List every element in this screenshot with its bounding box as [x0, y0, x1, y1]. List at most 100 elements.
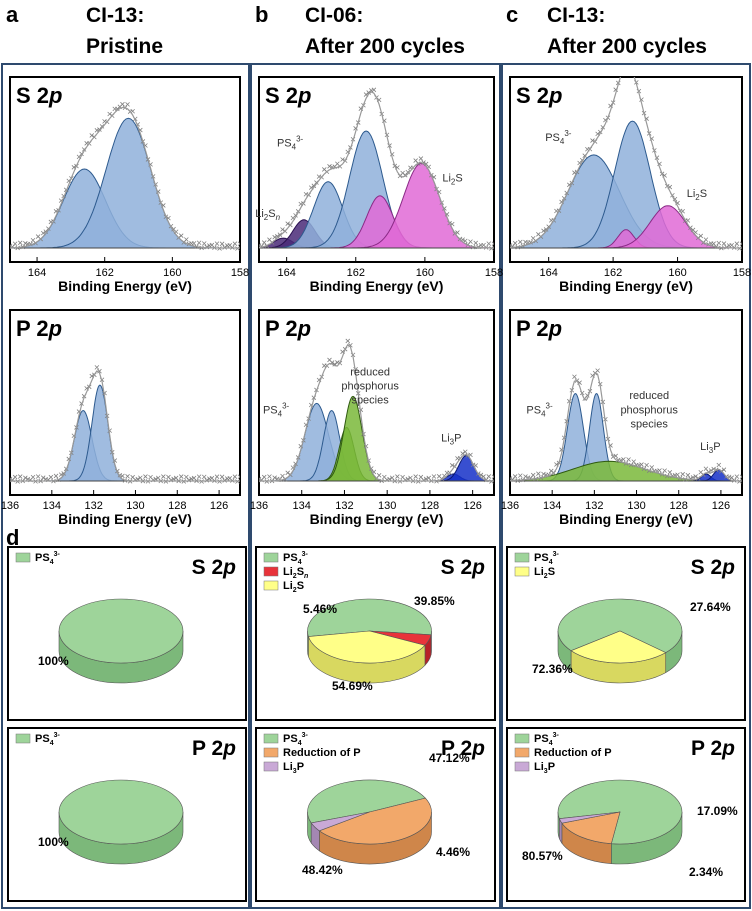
peak-annotation: PS43-	[263, 401, 290, 418]
column-b-title-line2: After 200 cycles	[305, 35, 465, 58]
x-tick-label: 128	[670, 500, 688, 512]
pie-percent-label: 47.12%	[429, 751, 470, 765]
legend-swatch	[514, 733, 530, 744]
legend-label: PS43-	[283, 732, 308, 747]
pie-slice-green	[557, 598, 683, 653]
pie-slice-green	[307, 598, 432, 637]
plot-frame	[9, 309, 241, 496]
x-tick-label: 130	[378, 500, 396, 512]
legend-label: PS43-	[283, 551, 308, 566]
x-tick-label: 132	[585, 500, 603, 512]
legend-label: PS43-	[534, 551, 559, 566]
legend-label: PS43-	[35, 551, 60, 566]
peak-annotation: phosphorus	[620, 404, 678, 416]
x-tick-label: 136	[250, 500, 268, 512]
plot-title: P 2p	[265, 316, 311, 341]
pie-slice-yellow	[570, 630, 667, 664]
column-a-title-line2: Pristine	[86, 35, 163, 58]
legend-label: PS43-	[534, 732, 559, 747]
x-tick-label: 126	[210, 500, 228, 512]
legend-swatch	[263, 580, 279, 591]
pie-title: P 2p	[441, 737, 485, 760]
x-tick-label: 132	[84, 500, 102, 512]
pie-a-pie-p: P 2p PS43- 100%	[7, 727, 247, 902]
legend-swatch	[263, 566, 279, 577]
x-tick-label: 162	[347, 267, 365, 279]
peak-annotation: reduced	[629, 390, 669, 402]
x-axis-label: Binding Energy (eV)	[310, 511, 444, 527]
plot-title: S 2p	[516, 83, 562, 108]
x-tick-label: 160	[163, 267, 181, 279]
pie-title: P 2p	[192, 737, 236, 760]
column-c-title-line1: CI-13:	[547, 4, 605, 27]
plot-area	[10, 365, 240, 484]
pie-percent-label: 17.09%	[697, 804, 738, 818]
x-tick-label: 160	[668, 267, 686, 279]
x-tick-label: 162	[604, 267, 622, 279]
legend-label: Li2S	[534, 566, 555, 580]
pie-title: S 2p	[192, 556, 237, 579]
plot-title: S 2p	[265, 83, 311, 108]
x-tick-label: 160	[416, 267, 434, 279]
legend-swatch	[15, 733, 31, 744]
column-c-title-line2: After 200 cycles	[547, 35, 707, 58]
fit-envelope	[10, 370, 240, 482]
x-tick-label: 162	[96, 267, 114, 279]
spectrum-c-s2p: S 2p 164 162 160 158 Binding Energy (eV) PS43-…	[509, 76, 751, 294]
plot-title: P 2p	[16, 316, 62, 341]
plot-title: P 2p	[516, 316, 562, 341]
legend-swatch	[514, 761, 530, 772]
spectrum-b-s2p: S 2p 164 162 160 158 Binding Energy (eV) PS43-…	[255, 76, 503, 294]
x-axis-label: Binding Energy (eV)	[559, 278, 693, 294]
plot-area	[10, 101, 240, 251]
peak-annotation: species	[351, 394, 389, 406]
pie-slice-green	[307, 779, 426, 824]
column-b-title-line1: CI-06:	[305, 4, 363, 27]
column-a-frame	[1, 63, 250, 909]
peak-annotation: Li2Sn	[255, 208, 280, 222]
x-tick-label: 136	[1, 500, 19, 512]
x-tick-label: 128	[421, 500, 439, 512]
column-a-title-line1: CI-13:	[86, 4, 144, 27]
peak-annotation: Li3P	[700, 441, 720, 455]
pie-percent-label: 5.46%	[303, 602, 337, 616]
pie-percent-label: 4.46%	[436, 845, 470, 859]
panel-label-a: a	[6, 2, 19, 27]
panel-label-d: d	[6, 525, 19, 550]
legend-label: Reduction of P	[534, 747, 612, 759]
pie-a-pie-s: S 2p PS43- 100%	[7, 546, 247, 721]
legend-label: PS43-	[35, 732, 60, 747]
fit-envelope	[510, 371, 742, 482]
plot-area	[510, 77, 742, 251]
peak-annotation: reduced	[350, 366, 390, 378]
x-tick-label: 126	[463, 500, 481, 512]
legend-swatch	[514, 566, 530, 577]
pie-percent-label: 80.57%	[522, 849, 563, 863]
x-tick-label: 164	[28, 267, 46, 279]
pie-slice-green	[58, 598, 184, 664]
peak-annotation: PS43-	[545, 129, 572, 146]
column-c-frame	[501, 63, 751, 909]
legend-swatch	[263, 747, 279, 758]
pie-slice-lilac	[558, 811, 621, 824]
plot-area	[259, 338, 494, 484]
pie-c-pie-s: S 2p PS43-Li2S 72.36% 27.64%	[506, 546, 746, 721]
legend-label: Li2S	[283, 580, 304, 594]
panel-label-c: c	[506, 2, 518, 27]
plot-area	[510, 368, 742, 484]
spectrum-a-s2p: S 2p 164 162 160 158 Binding Energy (eV)	[9, 76, 249, 294]
legend-swatch	[263, 552, 279, 563]
x-tick-label: 158	[485, 267, 503, 279]
peak-annotation: Li3P	[441, 433, 461, 447]
fit-envelope	[259, 91, 494, 249]
spectra-layer: S 2p 164 162 160 158 Binding Energy (eV) S 2p 1…	[1, 76, 751, 527]
spectrum-b-p2p: P 2p 136 134 132 130 128 126 Binding Energy (eV…	[250, 309, 495, 527]
panel-label-b: b	[255, 2, 268, 27]
x-tick-label: 128	[168, 500, 186, 512]
x-tick-label: 134	[543, 500, 561, 512]
pie-slice-lilac	[310, 811, 370, 832]
pie-percent-label: 48.42%	[302, 863, 343, 877]
peak-annotation: PS43-	[526, 401, 553, 418]
